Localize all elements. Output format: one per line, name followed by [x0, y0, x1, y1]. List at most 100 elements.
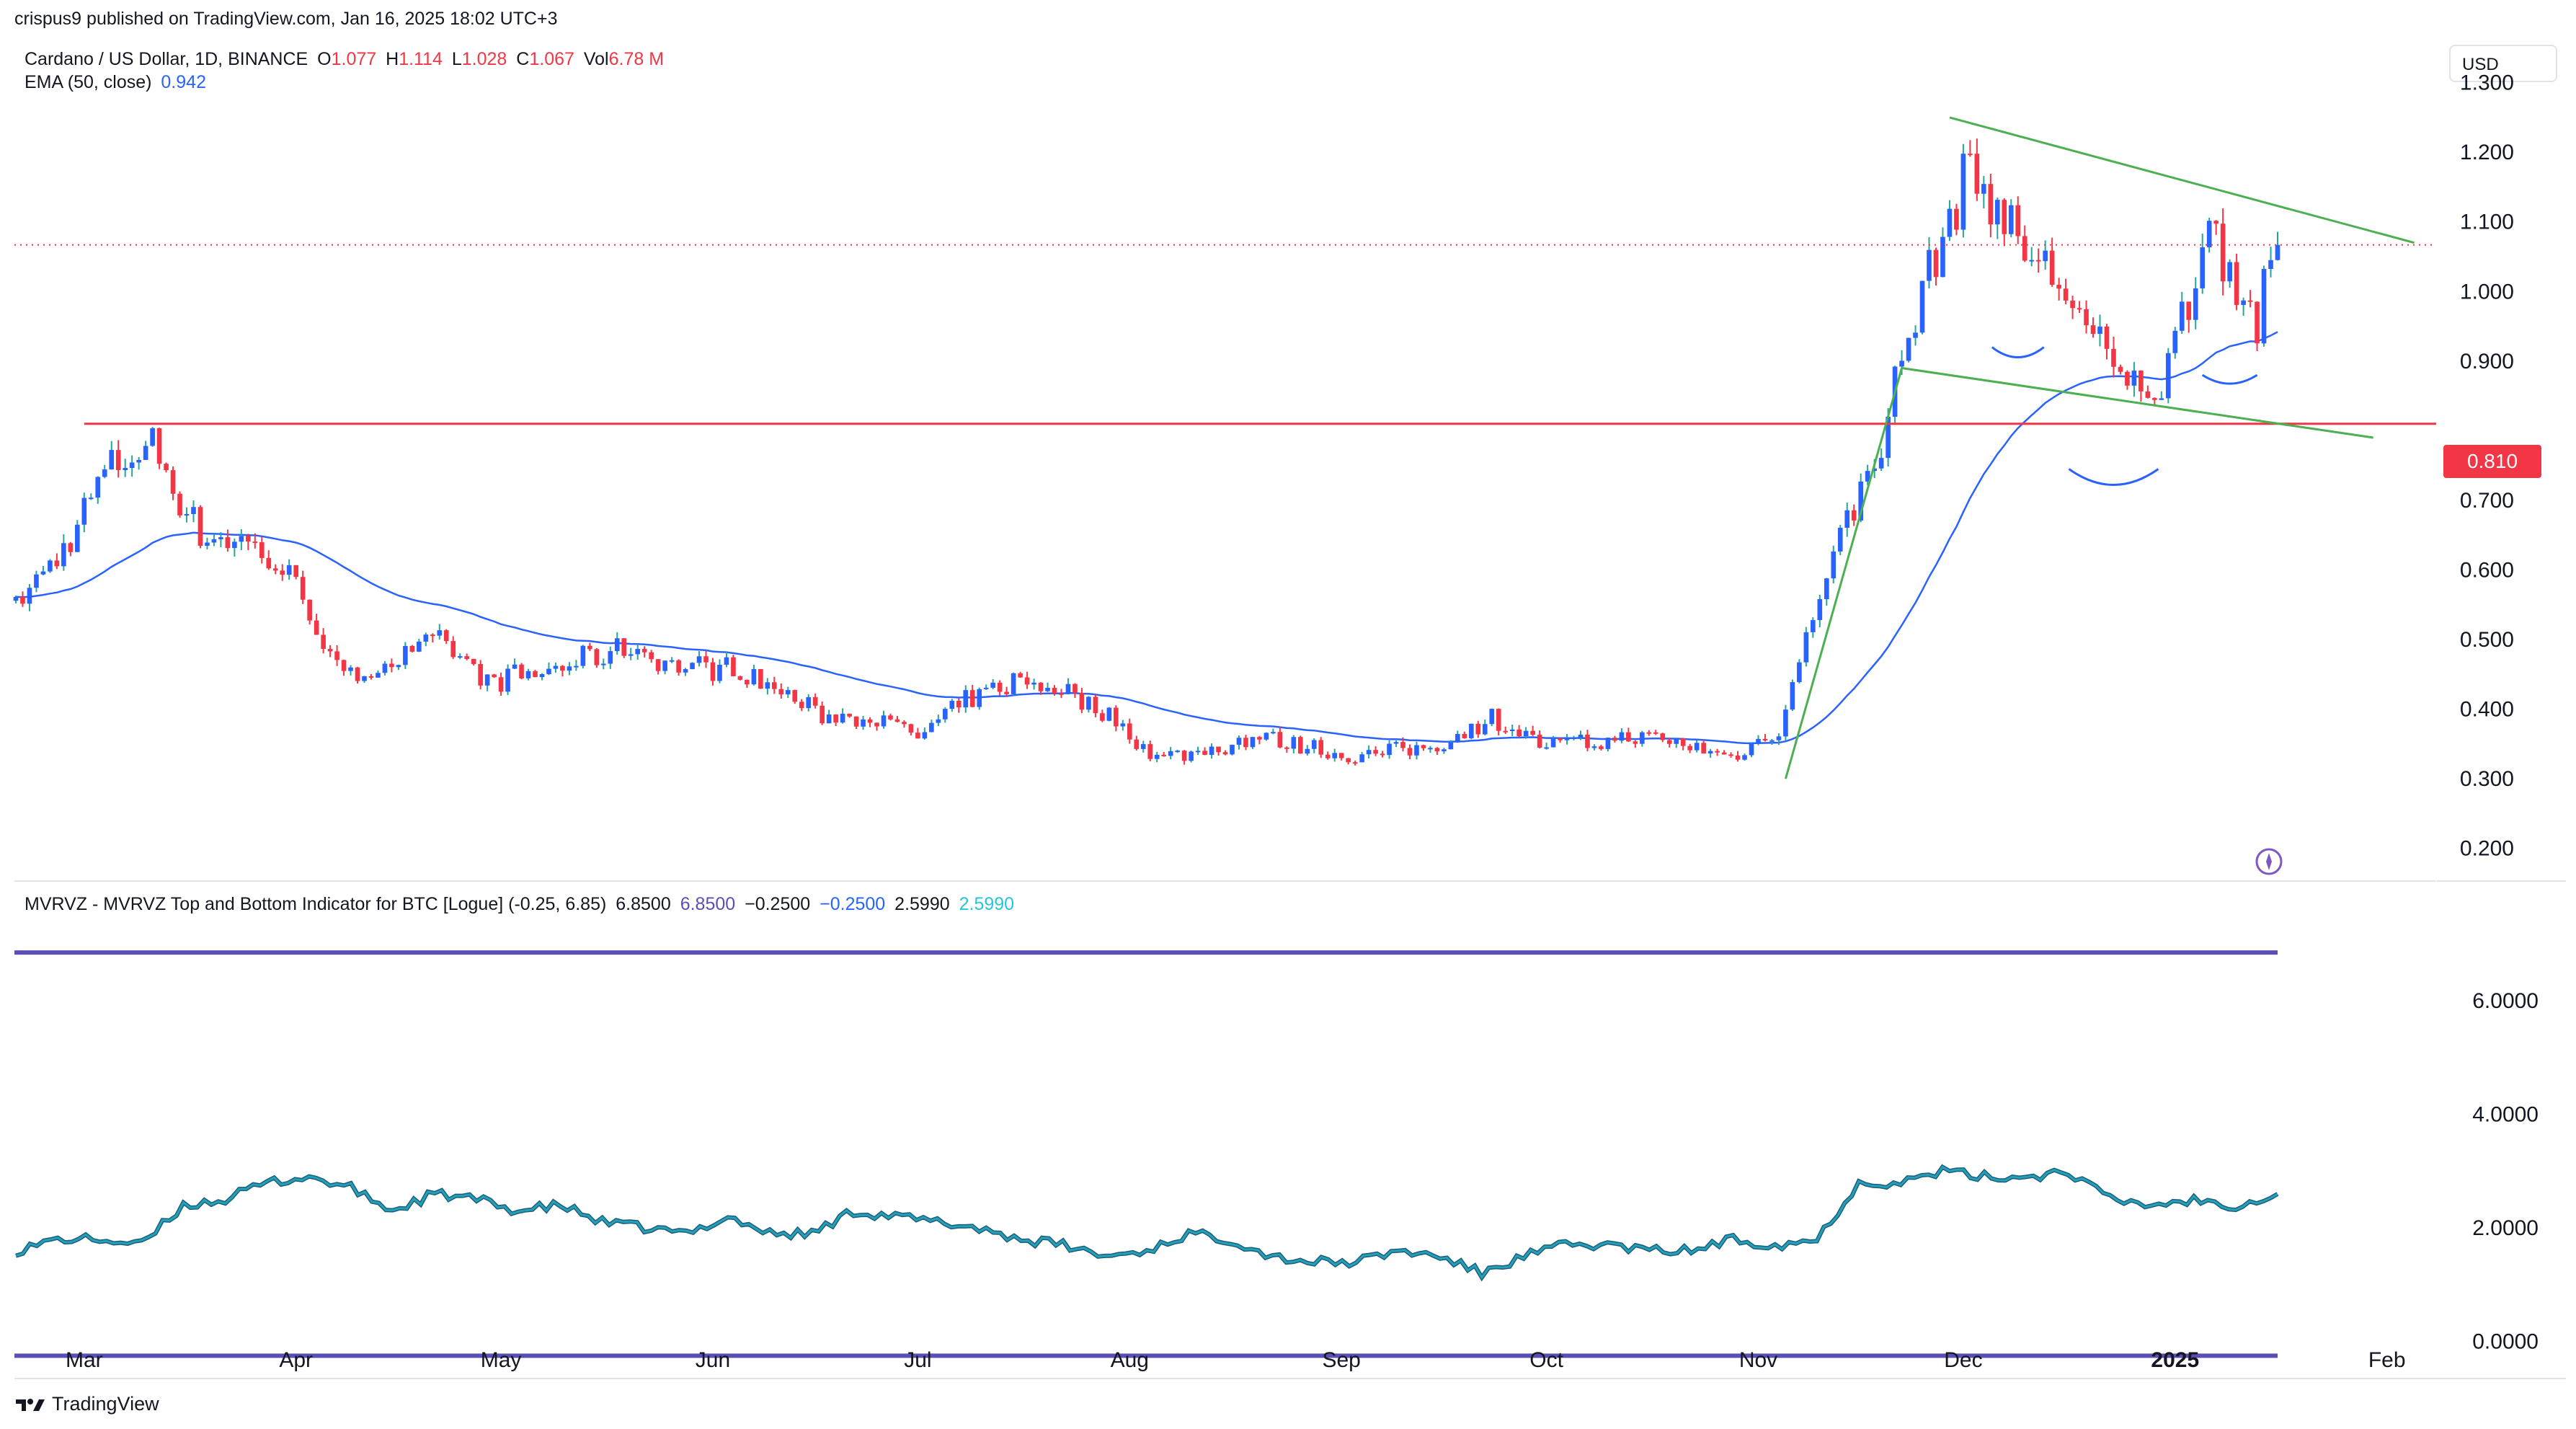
candle-body [1038, 682, 1044, 691]
candle-body [1332, 753, 1338, 758]
candle-body [1776, 736, 1782, 740]
candle-body [1844, 510, 1850, 528]
candle-body [246, 536, 251, 542]
candle-body [2097, 326, 2102, 335]
candle-body [765, 682, 770, 689]
candle-body [75, 524, 80, 552]
candle-body [2002, 200, 2007, 234]
symbol-label[interactable]: Cardano / US Dollar, 1D, BINANCE [25, 49, 308, 69]
candle-body [519, 664, 524, 678]
candle-body [2247, 300, 2253, 302]
candle-body [389, 663, 394, 668]
candle-body [1297, 737, 1303, 754]
candle-body [81, 497, 87, 525]
indicator-tick-label: 0.0000 [2472, 1330, 2539, 1354]
time-tick-label: Dec [1944, 1348, 1982, 1372]
candle-body [1475, 723, 1481, 735]
candle-body [1687, 746, 1693, 751]
candle-body [348, 667, 353, 671]
candle-body [225, 537, 231, 549]
candle-body [95, 477, 101, 498]
candle-body [321, 634, 326, 650]
candle-body [778, 689, 784, 695]
candle-body [874, 722, 879, 727]
price-tick-label: 1.100 [2460, 211, 2514, 234]
candle-body [772, 682, 777, 689]
candle-body [1851, 510, 1857, 521]
compass-icon[interactable] [2255, 848, 2283, 875]
candle-body [758, 669, 763, 689]
currency-selector[interactable]: USD [2449, 45, 2557, 82]
candle-body [1250, 737, 1256, 748]
drawings-group[interactable] [14, 116, 2436, 779]
candle-body [2179, 301, 2185, 331]
candle-body [430, 634, 435, 637]
candle-body [437, 630, 443, 636]
candle-body [191, 507, 196, 514]
candle-body [403, 645, 408, 665]
time-tick-label: Jul [904, 1348, 931, 1372]
candle-body [61, 543, 66, 567]
candle-body [1346, 758, 1351, 763]
candle-body [1093, 696, 1098, 714]
candle-body [2056, 285, 2061, 289]
candle-body [990, 682, 996, 688]
candle-body [1886, 416, 1891, 459]
time-tick-label: Aug [1111, 1348, 1149, 1372]
candle-body [1509, 729, 1515, 732]
candle-body [580, 645, 586, 666]
candle-body [464, 656, 470, 659]
candle-body [457, 656, 463, 658]
candle-body [2227, 262, 2232, 282]
candle-body [1707, 751, 1713, 754]
candle-body [1674, 738, 1679, 744]
candle-body [307, 599, 312, 621]
time-scale[interactable]: Mar Apr May Jun Jul Aug Sep Oct Nov Dec 2025 Feb [66, 1348, 2406, 1372]
candle-body [881, 715, 887, 727]
candle-body [376, 673, 381, 678]
candle-body [560, 665, 565, 671]
candle-body [546, 668, 551, 674]
candle-body [478, 664, 483, 686]
candle-body [635, 649, 641, 655]
price-scale[interactable]: 1.300 1.200 1.100 1.000 0.900 0.700 0.600 0.500… [2460, 71, 2514, 861]
price-tick-label: 0.200 [2460, 837, 2514, 861]
candle-body [1072, 683, 1078, 693]
candle-body [272, 568, 278, 571]
indicator-tick-label: 2.0000 [2472, 1216, 2539, 1240]
ema-legend[interactable]: EMA (50, close) 0.942 [25, 72, 210, 93]
candle-body [1455, 734, 1460, 743]
candle-body [1797, 662, 1802, 683]
candle-body [1981, 184, 1986, 194]
candle-body [1913, 332, 1918, 338]
price-tick-label: 0.500 [2460, 628, 2514, 652]
candle-body [355, 667, 360, 681]
candle-body [2165, 353, 2171, 399]
candle-body [710, 662, 716, 681]
time-tick-label: May [481, 1348, 522, 1372]
candle-body [239, 536, 244, 542]
candle-body [334, 651, 339, 660]
candle-body [1209, 746, 1214, 755]
candle-body [1496, 709, 1501, 731]
candle-body [1230, 744, 1235, 755]
candle-body [902, 722, 907, 725]
indicator-legend[interactable]: MVRVZ - MVRVZ Top and Bottom Indicator f… [25, 894, 1018, 915]
candle-body [956, 700, 961, 708]
candle-body [1380, 753, 1385, 756]
candle-body [1571, 738, 1576, 740]
candle-body [703, 656, 709, 663]
candle-body [150, 428, 155, 446]
candle-body [1721, 752, 1727, 755]
candle-body [1086, 696, 1091, 710]
candle-body [1414, 745, 1419, 756]
candle-body [853, 716, 859, 727]
tradingview-logo[interactable]: TradingView [14, 1393, 159, 1415]
mvrvz-line [15, 1165, 2278, 1280]
candle-body [1865, 471, 1870, 482]
candle-body [1749, 743, 1754, 756]
candle-body [1899, 360, 1904, 367]
candle-body [1906, 337, 1911, 361]
candle-body [1065, 683, 1071, 694]
